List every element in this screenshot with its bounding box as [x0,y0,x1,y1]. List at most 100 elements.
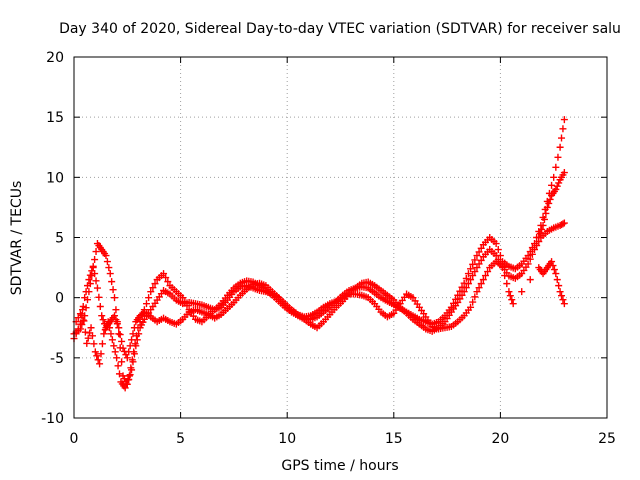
data-point [538,225,546,233]
data-point [471,293,479,301]
data-point [183,302,191,310]
data-point [475,284,483,292]
data-point [79,316,87,324]
data-point [475,260,483,268]
data-point [91,256,99,264]
data-point [550,173,558,181]
y-tick-label: 0 [55,291,64,307]
data-point [136,318,144,326]
x-tick-label: 0 [70,431,79,447]
data-point [545,199,553,207]
x-tick-label: 15 [385,431,403,447]
data-point [106,324,114,332]
data-point [535,234,543,241]
data-point [82,288,90,296]
data-point [80,317,88,325]
y-axis-label: SDTVAR / TECUs [9,181,25,296]
data-point [93,352,101,360]
data-point [160,270,168,278]
data-point [111,312,119,320]
data-point [554,153,562,161]
data-point [553,182,561,190]
data-point [115,330,123,338]
data-point [499,264,507,272]
data-point [469,298,477,306]
data-point [74,314,82,322]
data-point [100,330,108,338]
data-point [90,340,98,348]
data-point [131,340,139,348]
data-point [133,332,141,340]
x-axis-label: GPS time / hours [281,458,398,474]
data-point [94,356,102,364]
data-point [469,272,477,280]
data-point [471,256,479,264]
data-point [97,350,105,358]
data-point [112,316,120,324]
data-point [536,229,544,237]
data-point [559,296,567,304]
data-point [458,291,466,299]
data-point [467,303,475,311]
data-point [108,278,116,286]
data-point [108,336,116,344]
data-point [79,306,87,314]
data-point [524,260,532,268]
data-points [70,116,568,392]
data-point [473,264,481,272]
data-point [142,300,150,308]
grid-lines [74,57,607,418]
data-point [112,306,120,314]
data-point [460,288,468,296]
data-point [79,302,87,310]
data-point [130,348,138,356]
y-tick-label: -5 [50,351,64,367]
data-point [467,276,475,284]
data-point [118,337,126,345]
data-point [99,316,107,324]
y-tick-label: 5 [55,231,64,247]
data-point [87,324,95,332]
data-point [113,320,121,328]
data-point [492,240,500,248]
y-tick-label: 20 [46,50,64,66]
data-point [107,330,115,338]
data-point [560,300,568,308]
data-point [549,262,557,270]
data-point [127,364,135,372]
data-point [552,163,560,171]
data-point [76,310,84,318]
data-point [96,360,104,368]
data-point [555,179,563,187]
data-point [102,252,110,260]
data-point [179,294,187,302]
y-tick-label: 10 [46,170,64,186]
data-point [471,268,479,276]
data-point [164,278,172,286]
data-point [558,134,566,142]
data-point [115,370,123,378]
data-point [88,332,96,340]
data-point [91,270,99,278]
data-point [492,252,500,260]
data-point [560,219,568,227]
data-point [74,325,82,333]
data-point [89,262,97,270]
data-point [473,288,481,296]
data-point [103,258,111,266]
data-point [556,143,564,151]
data-point [477,280,485,288]
data-point [533,242,541,250]
data-point [111,294,119,302]
data-point [106,270,114,278]
data-point [543,203,551,211]
data-point [140,306,148,314]
data-point [83,339,91,347]
data-point [138,312,146,320]
data-point [494,256,502,264]
data-point [85,276,93,284]
data-point [560,169,568,177]
data-point [550,266,558,274]
data-point [456,295,464,303]
